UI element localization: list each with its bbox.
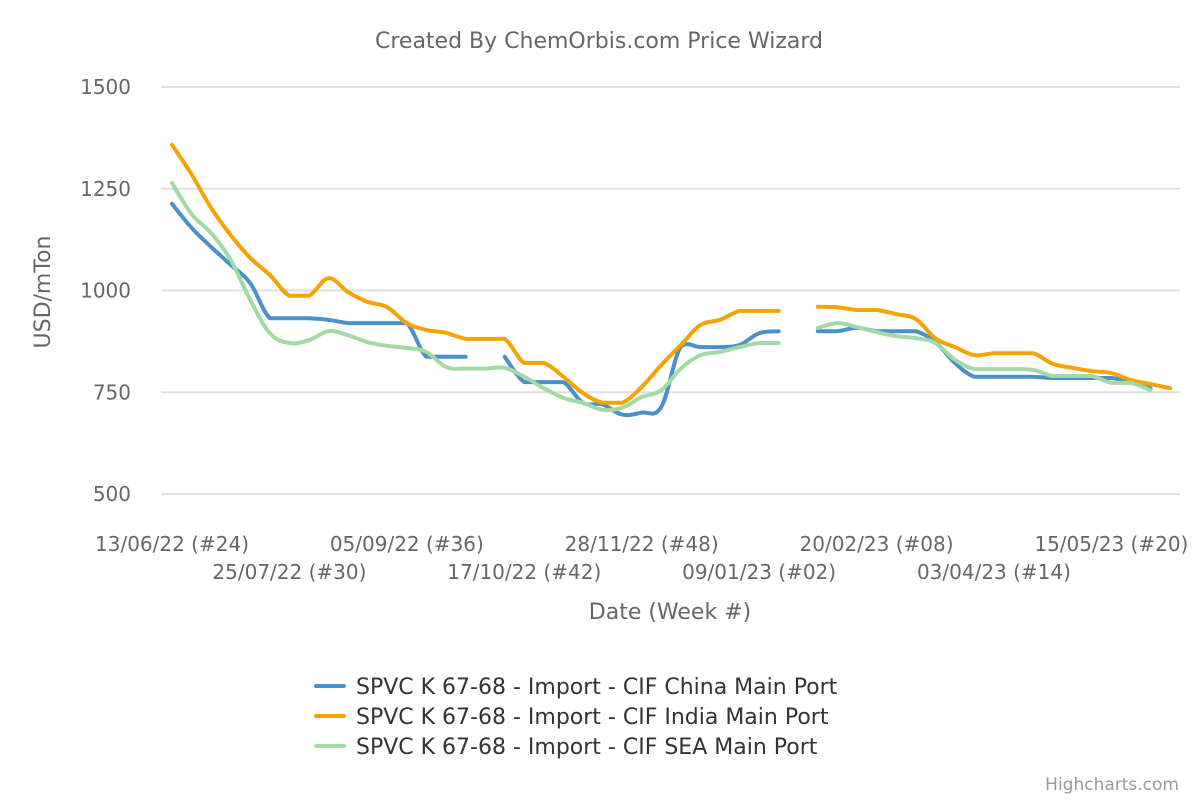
y-tick-label: 1000	[80, 279, 131, 303]
legend-label: SPVC K 67-68 - Import - CIF India Main P…	[356, 705, 829, 730]
x-tick-label: 20/02/23 (#08)	[800, 532, 954, 556]
legend-label: SPVC K 67-68 - Import - CIF China Main P…	[356, 675, 838, 700]
x-axis-ticks: 13/06/22 (#24) 25/07/22 (#30) 05/09/22 (#3…	[95, 532, 1188, 584]
series-line-segment[interactable]	[170, 181, 781, 413]
series-line-segment[interactable]	[170, 142, 781, 405]
series-line-segment[interactable]	[502, 329, 781, 418]
x-tick-label: 05/09/22 (#36)	[330, 532, 484, 556]
series-1[interactable]	[170, 142, 1173, 405]
x-tick-label: 25/07/22 (#30)	[212, 560, 366, 584]
y-tick-label: 1500	[80, 75, 131, 99]
y-axis-ticks: 500 750 1000 1250 1500	[80, 75, 131, 506]
legend-label: SPVC K 67-68 - Import - CIF SEA Main Por…	[356, 735, 818, 760]
x-tick-label: 28/11/22 (#48)	[565, 532, 719, 556]
legend-item[interactable]: SPVC K 67-68 - Import - CIF SEA Main Por…	[314, 735, 818, 760]
gridlines	[161, 86, 1180, 495]
y-tick-label: 1250	[80, 177, 131, 201]
x-tick-label: 03/04/23 (#14)	[917, 560, 1071, 584]
x-tick-label: 17/10/22 (#42)	[447, 560, 601, 584]
series-0[interactable]	[170, 201, 1153, 418]
legend-item[interactable]: SPVC K 67-68 - Import - CIF India Main P…	[314, 705, 829, 730]
x-axis-title: Date (Week #)	[589, 600, 751, 625]
series-2[interactable]	[170, 181, 1153, 413]
x-tick-label: 13/06/22 (#24)	[95, 532, 249, 556]
x-tick-label: 09/01/23 (#02)	[682, 560, 836, 584]
legend: SPVC K 67-68 - Import - CIF China Main P…	[314, 675, 838, 760]
legend-item[interactable]: SPVC K 67-68 - Import - CIF China Main P…	[314, 675, 838, 700]
y-tick-label: 750	[93, 380, 131, 404]
series-line-segment[interactable]	[815, 321, 1153, 393]
y-axis-title: USD/mTon	[31, 236, 56, 349]
series-line-segment[interactable]	[170, 201, 468, 359]
x-tick-label: 15/05/23 (#20)	[1034, 532, 1188, 556]
credits-link[interactable]: Highcharts.com	[1045, 775, 1179, 795]
y-tick-label: 500	[93, 482, 131, 506]
series-lines	[170, 142, 1173, 418]
series-line-segment[interactable]	[815, 304, 1173, 391]
chart-title: Created By ChemOrbis.com Price Wizard	[375, 29, 823, 54]
